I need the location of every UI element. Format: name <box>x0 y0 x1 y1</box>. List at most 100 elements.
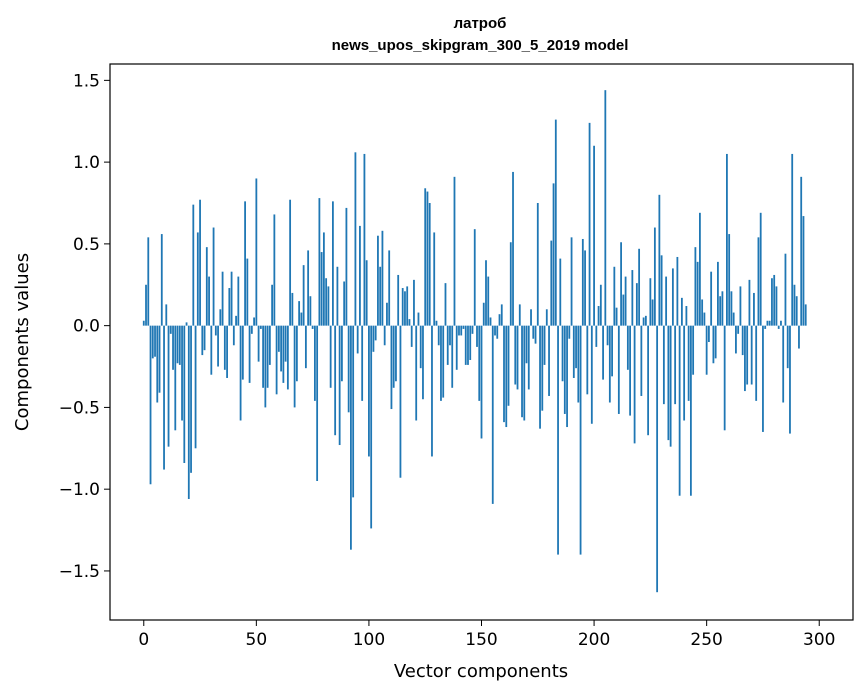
bar <box>444 283 447 326</box>
y-tick-label: 0.0 <box>73 317 100 337</box>
bar <box>442 325 445 398</box>
bar <box>192 204 195 326</box>
bar <box>359 225 361 326</box>
bar <box>467 325 469 365</box>
bar <box>250 325 253 334</box>
bar <box>550 240 553 326</box>
bar <box>741 325 744 356</box>
y-tick-label: 1.5 <box>73 71 100 91</box>
bar <box>786 325 789 369</box>
bar <box>404 291 406 326</box>
bar <box>370 325 373 529</box>
bar <box>552 183 555 326</box>
x-tick-label: 200 <box>578 630 610 650</box>
bar <box>460 325 463 336</box>
bar <box>309 296 312 326</box>
bar <box>295 325 298 382</box>
bar <box>210 325 213 375</box>
bar <box>505 325 508 428</box>
bar <box>482 302 485 326</box>
bar <box>568 325 571 339</box>
y-tick-label: −1.5 <box>59 562 100 582</box>
bar <box>149 325 152 485</box>
y-tick-label: −0.5 <box>59 398 100 418</box>
bar <box>631 270 634 326</box>
bar <box>154 325 156 357</box>
bar <box>300 312 303 326</box>
bar <box>217 325 219 367</box>
bar <box>683 325 686 421</box>
bar <box>523 325 526 421</box>
bar <box>717 261 719 326</box>
bar <box>356 325 359 354</box>
bar <box>548 325 550 396</box>
bar <box>280 325 283 372</box>
bar <box>667 325 670 441</box>
bar <box>219 309 222 326</box>
bar <box>199 199 201 326</box>
bar <box>147 237 150 326</box>
bar <box>320 252 323 326</box>
bar <box>739 286 742 326</box>
bar <box>771 278 773 326</box>
bar <box>325 278 328 326</box>
bar <box>417 312 420 326</box>
bar <box>259 325 262 329</box>
bar <box>750 325 753 385</box>
bar <box>514 325 517 385</box>
bar <box>435 320 438 326</box>
bar <box>422 325 424 400</box>
bar <box>671 268 674 326</box>
bar <box>293 325 296 408</box>
bar <box>777 325 780 329</box>
bar <box>764 325 767 329</box>
bar <box>433 232 436 326</box>
bar <box>377 235 379 326</box>
bar <box>588 122 591 326</box>
bar <box>464 325 467 365</box>
x-tick-label: 250 <box>690 630 722 650</box>
bar <box>165 304 168 326</box>
bar <box>744 325 746 392</box>
bar <box>615 307 618 326</box>
bar <box>181 325 183 421</box>
bar <box>408 319 411 326</box>
bar <box>545 309 548 326</box>
bar <box>753 292 755 326</box>
plot-frame <box>109 63 854 621</box>
bar <box>451 325 454 388</box>
bar <box>289 199 292 326</box>
bar <box>176 325 179 364</box>
bar <box>608 325 611 403</box>
bar <box>624 276 627 326</box>
y-tick-label: 1.0 <box>73 153 100 173</box>
bar <box>658 194 661 326</box>
bar <box>762 325 764 432</box>
bar <box>248 325 251 383</box>
bar <box>757 237 760 326</box>
bar <box>167 325 170 447</box>
bar <box>354 152 357 326</box>
bar <box>381 230 384 326</box>
bar <box>638 248 641 326</box>
bar <box>223 325 226 370</box>
bar <box>338 325 341 446</box>
bar <box>579 325 582 555</box>
bar <box>262 325 264 388</box>
bar <box>313 325 316 401</box>
bar <box>392 325 395 388</box>
bar <box>329 325 332 388</box>
bar <box>228 288 231 326</box>
bar <box>606 325 609 346</box>
bar <box>237 276 240 326</box>
bar <box>485 260 487 326</box>
bar <box>728 234 731 326</box>
chart-title: латроб <box>454 15 507 32</box>
bar <box>635 283 638 326</box>
bar <box>275 325 278 395</box>
bar <box>570 237 573 326</box>
bar <box>372 325 375 352</box>
bar <box>187 325 190 499</box>
x-tick-label: 0 <box>138 630 149 650</box>
